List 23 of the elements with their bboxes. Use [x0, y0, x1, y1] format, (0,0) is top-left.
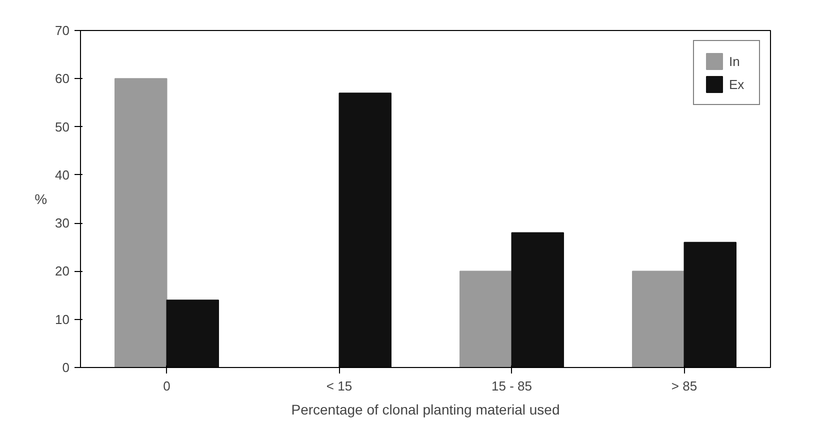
y-tick-label: 30	[55, 216, 70, 231]
bar	[166, 300, 219, 368]
y-axis-title: %	[34, 191, 48, 207]
y-tick-label: 0	[62, 360, 70, 375]
bar	[511, 232, 564, 368]
bar	[114, 78, 168, 368]
bar	[460, 270, 512, 368]
y-tick-label: 70	[55, 23, 70, 38]
y-tick-label: 60	[55, 71, 70, 86]
x-tick-label: 0	[163, 378, 170, 394]
y-tick-label: 40	[55, 167, 70, 182]
bar	[632, 270, 685, 368]
y-tick-label: 20	[55, 264, 70, 279]
legend-label: Ex	[729, 76, 746, 92]
y-tick-label: 10	[55, 312, 70, 327]
bar	[338, 92, 392, 368]
x-tick-label: > 85	[671, 378, 698, 394]
x-tick-label: < 15	[326, 378, 352, 394]
y-tick-label: 50	[55, 119, 70, 134]
legend-label: In	[729, 54, 741, 68]
bar	[684, 242, 736, 368]
x-tick-label: 15 - 85	[492, 378, 532, 394]
x-axis-title: Percentage of clonal planting material used	[291, 402, 560, 418]
